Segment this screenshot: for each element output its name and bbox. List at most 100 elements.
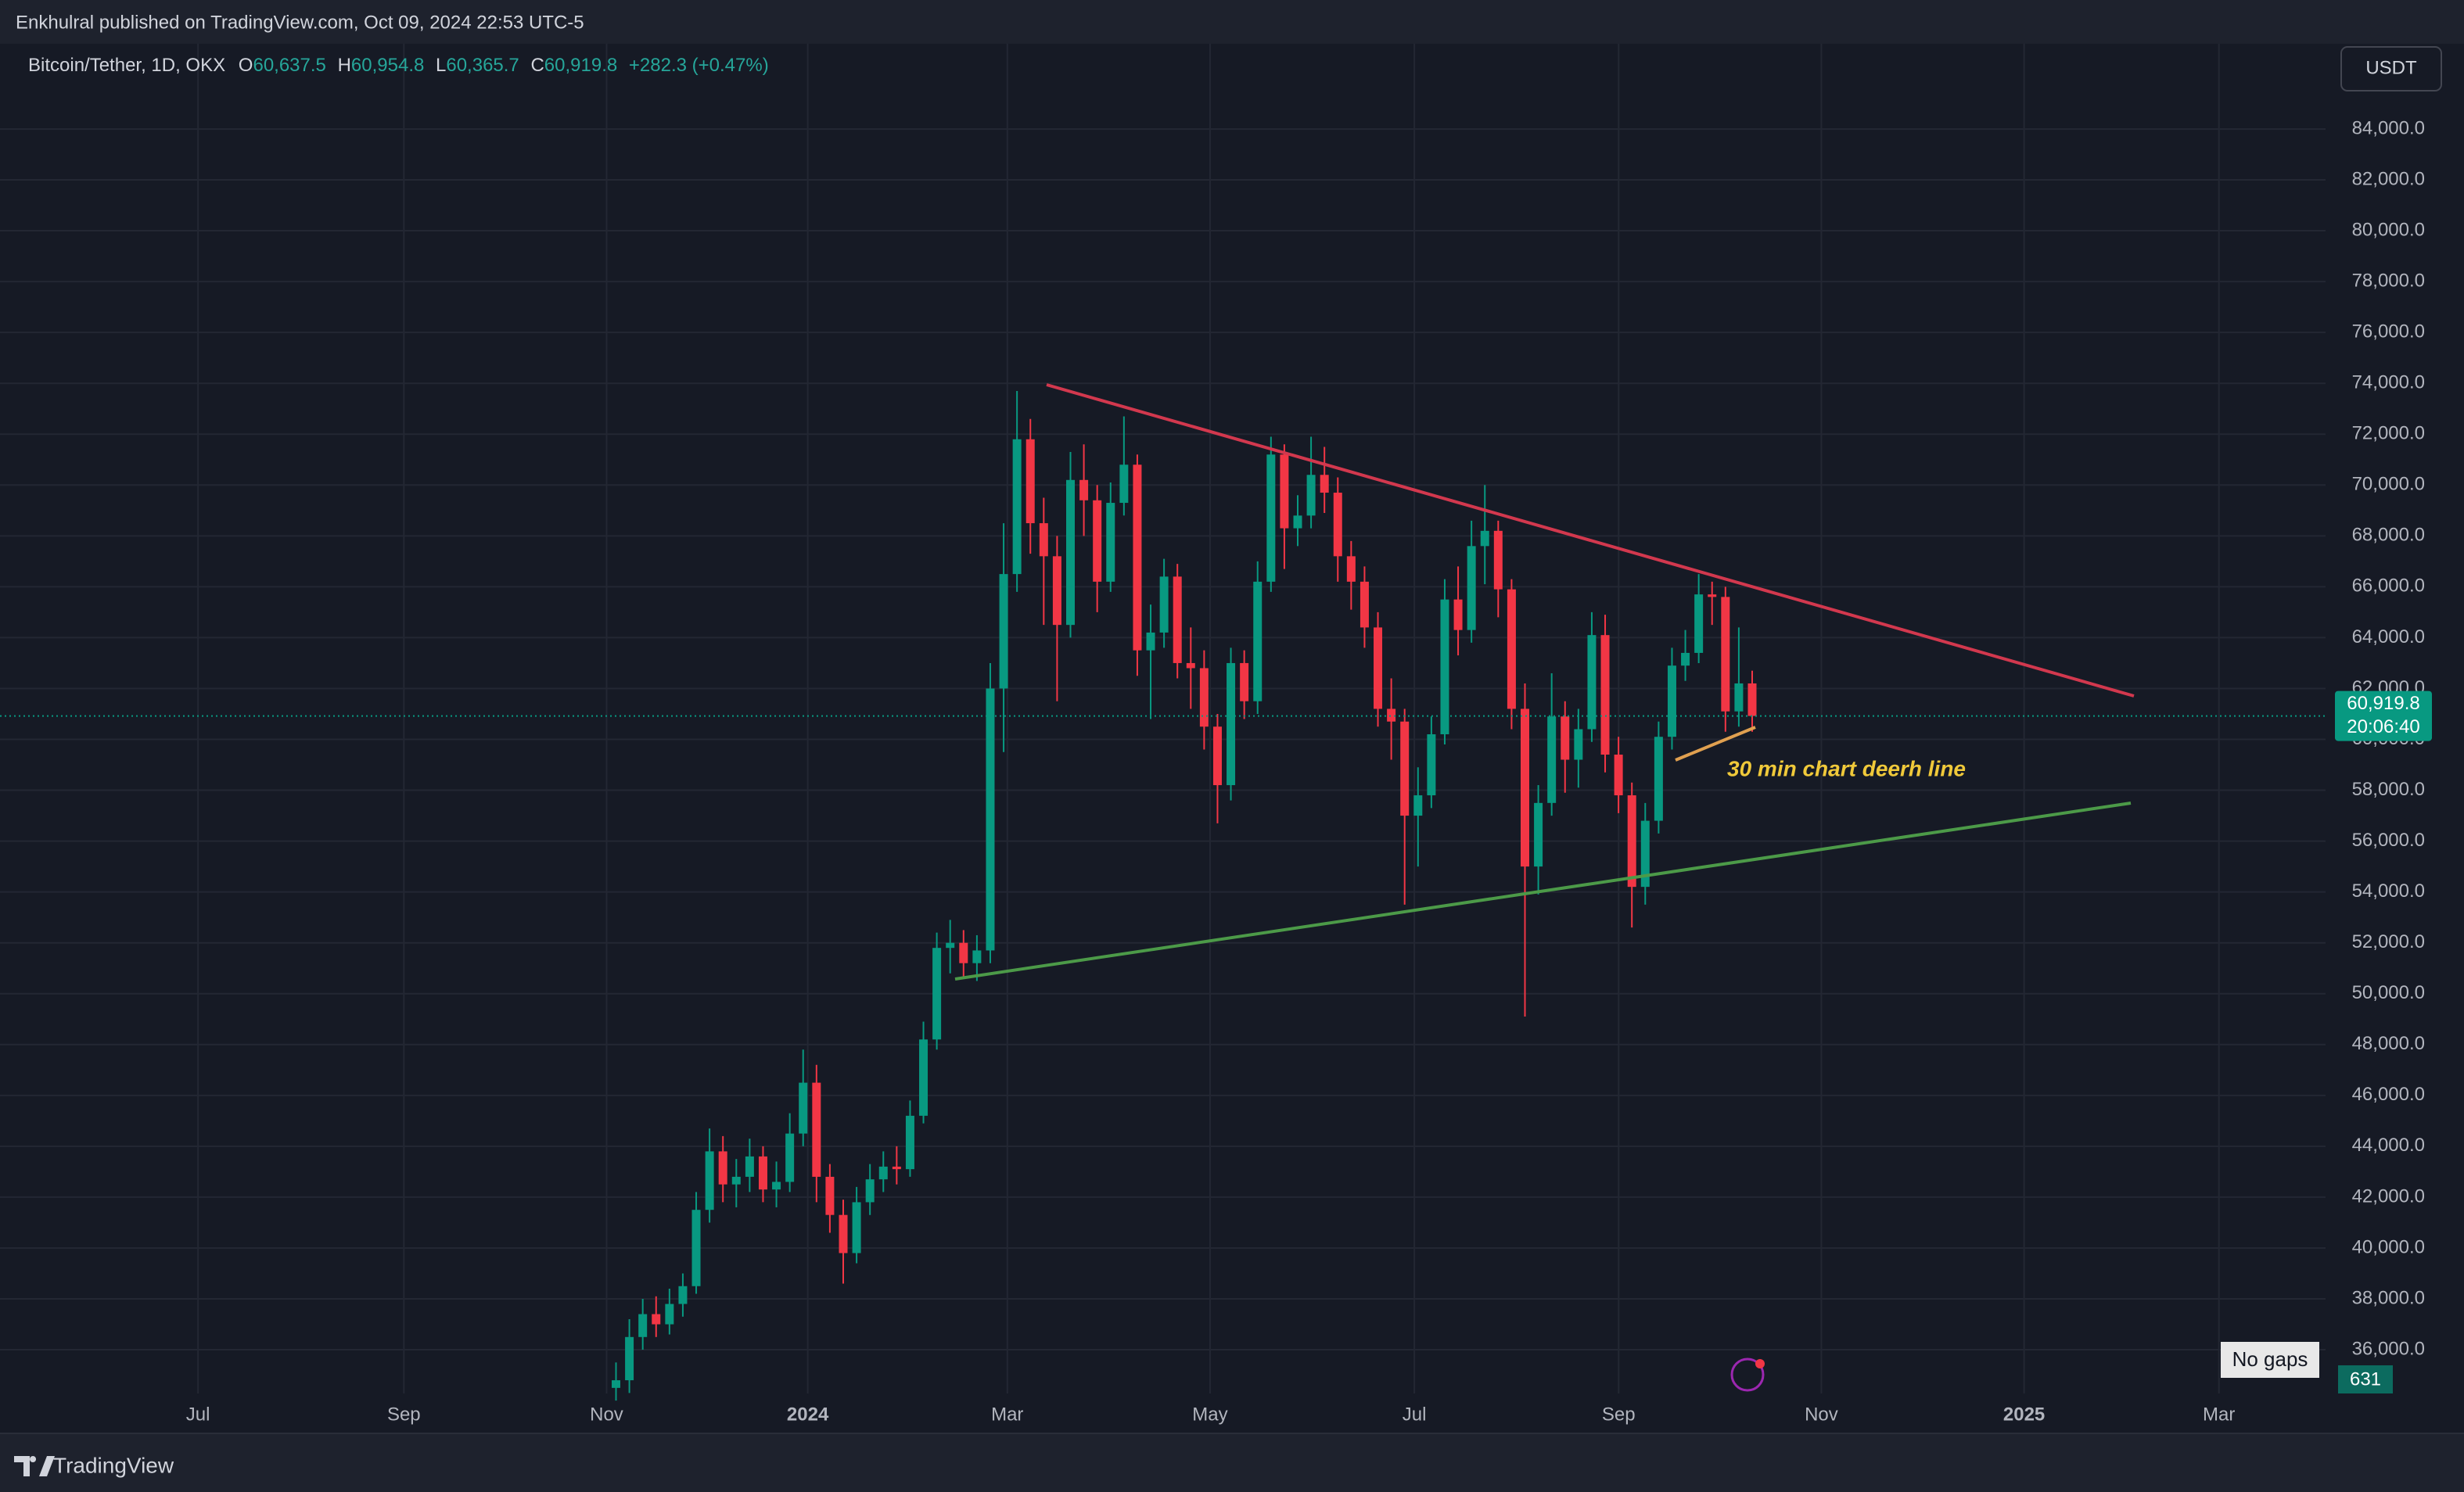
candle-body bbox=[1212, 726, 1222, 786]
candle-body bbox=[1227, 662, 1236, 786]
countdown-label: 20:06:40 bbox=[2347, 716, 2419, 737]
candle-body bbox=[1640, 820, 1650, 888]
candle-body bbox=[1681, 652, 1690, 666]
resistance-trendline bbox=[1046, 383, 2135, 698]
y-tick-label: 76,000.0 bbox=[2352, 321, 2425, 342]
candle-body bbox=[1119, 464, 1129, 504]
y-tick-label: 58,000.0 bbox=[2352, 779, 2425, 800]
symbol: Bitcoin/Tether, 1D, OKX bbox=[28, 55, 225, 76]
candle-body bbox=[959, 942, 968, 963]
candle-body bbox=[878, 1166, 888, 1180]
y-tick-label: 36,000.0 bbox=[2352, 1338, 2425, 1359]
short-trendline bbox=[1675, 726, 1756, 762]
candle-body bbox=[1574, 729, 1583, 760]
volume-badge bbox=[2338, 1365, 2393, 1393]
candle-body bbox=[1199, 668, 1209, 727]
candle-body bbox=[1547, 716, 1557, 803]
change-value: +282.3 (+0.47%) bbox=[629, 55, 769, 76]
candle-body bbox=[612, 1380, 620, 1388]
y-tick-label: 64,000.0 bbox=[2352, 626, 2425, 647]
candle-body bbox=[892, 1166, 901, 1170]
candle-body bbox=[1721, 597, 1730, 712]
x-tick-label: May bbox=[1192, 1404, 1227, 1425]
alert-icon[interactable] bbox=[1730, 1358, 1765, 1392]
close-value: 60,919.8 bbox=[544, 55, 617, 76]
x-tick-label: Mar bbox=[991, 1404, 1023, 1425]
candle-body bbox=[1240, 662, 1249, 701]
candle-body bbox=[1186, 662, 1195, 669]
candle-body bbox=[1066, 479, 1075, 626]
candle-body bbox=[1280, 454, 1289, 529]
candle-body bbox=[946, 942, 955, 949]
low-label: L bbox=[436, 55, 446, 76]
y-tick-label: 68,000.0 bbox=[2352, 525, 2425, 546]
low-value: 60,365.7 bbox=[446, 55, 519, 76]
candle-body bbox=[865, 1179, 875, 1203]
y-tick-label: 80,000.0 bbox=[2352, 219, 2425, 240]
candle-body bbox=[1534, 802, 1543, 867]
candle-body bbox=[772, 1182, 781, 1190]
y-tick-label: 42,000.0 bbox=[2352, 1185, 2425, 1207]
y-tick-label: 46,000.0 bbox=[2352, 1084, 2425, 1105]
currency-label[interactable]: USDT bbox=[2365, 57, 2417, 78]
y-tick-label: 40,000.0 bbox=[2352, 1236, 2425, 1257]
candle-body bbox=[825, 1176, 835, 1215]
publish-info: Enkhulral published on TradingView.com, … bbox=[16, 12, 584, 33]
candle-body bbox=[1360, 581, 1369, 628]
y-tick-label: 54,000.0 bbox=[2352, 880, 2425, 902]
candle-body bbox=[799, 1082, 808, 1134]
candle-body bbox=[1052, 556, 1061, 626]
candle-body bbox=[718, 1151, 727, 1185]
candle-body bbox=[758, 1156, 767, 1190]
candle-body bbox=[1159, 576, 1169, 633]
candle-body bbox=[1747, 683, 1757, 716]
candles bbox=[0, 390, 2326, 1401]
brand-logo bbox=[14, 1456, 55, 1476]
y-tick-label: 56,000.0 bbox=[2352, 830, 2425, 851]
candle-body bbox=[1133, 464, 1142, 651]
candle-body bbox=[905, 1115, 914, 1170]
candle-body bbox=[1413, 795, 1423, 816]
symbol-legend: Bitcoin/Tether, 1D, OKX O60,637.5 H60,95… bbox=[28, 55, 769, 76]
annotation: 30 min chart deerh line bbox=[1727, 756, 1966, 780]
candle-body bbox=[1493, 530, 1503, 590]
candle-body bbox=[1614, 755, 1623, 796]
candle-body bbox=[1694, 594, 1704, 653]
candle-body bbox=[1627, 795, 1636, 888]
candle-body bbox=[839, 1214, 848, 1253]
no-gaps-box bbox=[2221, 1342, 2319, 1378]
candle-body bbox=[1346, 556, 1356, 582]
candle-body bbox=[852, 1202, 861, 1253]
brand-name: TradingView bbox=[53, 1453, 174, 1477]
x-tick-label: Sep bbox=[1602, 1404, 1636, 1425]
x-tick-label: Nov bbox=[590, 1404, 623, 1425]
candle-body bbox=[1374, 627, 1383, 709]
candle-body bbox=[745, 1156, 754, 1177]
x-tick-label: Jul bbox=[1403, 1404, 1427, 1425]
candle-body bbox=[1012, 439, 1022, 575]
close-label: C bbox=[530, 55, 544, 76]
candle-body bbox=[785, 1133, 795, 1182]
candle-body bbox=[1093, 500, 1102, 582]
y-tick-label: 44,000.0 bbox=[2352, 1135, 2425, 1156]
open-label: O bbox=[239, 55, 253, 76]
x-tick-label: Nov bbox=[1805, 1404, 1838, 1425]
candle-body bbox=[1266, 454, 1276, 582]
currency-button[interactable] bbox=[2340, 46, 2442, 91]
support-trendline bbox=[954, 802, 2132, 981]
candle-body bbox=[972, 950, 982, 963]
alert-dot bbox=[1755, 1359, 1765, 1368]
candle-body bbox=[1079, 479, 1089, 500]
x-tick-label: Mar bbox=[2203, 1404, 2235, 1425]
candle-body bbox=[1025, 439, 1035, 524]
open-value: 60,637.5 bbox=[253, 55, 325, 76]
candle-body bbox=[691, 1210, 701, 1286]
candle-body bbox=[1440, 599, 1449, 735]
candle-body bbox=[1480, 530, 1489, 547]
high-label: H bbox=[338, 55, 351, 76]
x-tick-label: Sep bbox=[387, 1404, 421, 1425]
candle-body bbox=[678, 1286, 688, 1304]
candle-body bbox=[638, 1314, 648, 1337]
candle-body bbox=[1561, 716, 1570, 760]
candle-body bbox=[625, 1336, 634, 1381]
